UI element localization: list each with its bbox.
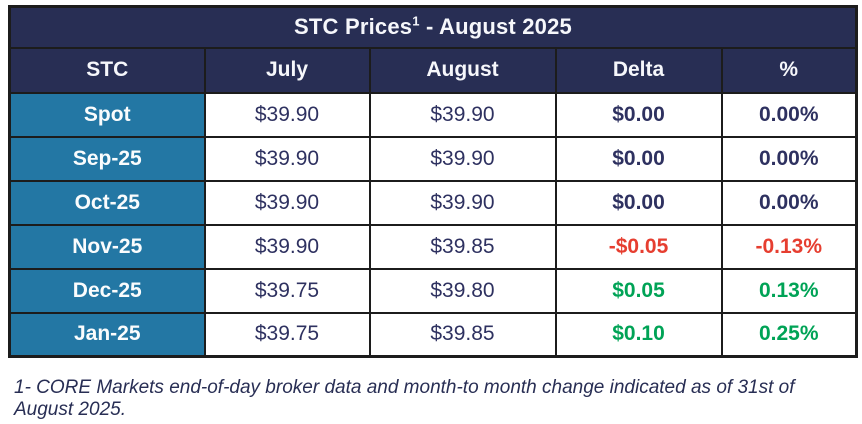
table-title-text: STC Prices [294, 14, 413, 40]
july-value-cell: $39.90 [203, 91, 371, 138]
august-value-cell: $39.85 [368, 311, 557, 358]
delta-value-cell: $0.10 [554, 311, 723, 358]
delta-value-cell: -$0.05 [554, 223, 723, 270]
table-row: Jan-25 $39.75 $39.85 $0.10 0.25% [8, 311, 858, 358]
delta-value-cell: $0.00 [554, 179, 723, 226]
percent-value-cell: -0.13% [720, 223, 858, 270]
delta-value-cell: $0.00 [554, 135, 723, 182]
month-label-cell: Spot [8, 91, 206, 138]
july-value-cell: $39.90 [203, 223, 371, 270]
delta-value-cell: $0.05 [554, 267, 723, 314]
august-value-cell: $39.90 [368, 179, 557, 226]
month-label-cell: Oct-25 [8, 179, 206, 226]
table-row: Nov-25 $39.90 $39.85 -$0.05 -0.13% [8, 223, 858, 270]
percent-value-cell: 0.25% [720, 311, 858, 358]
july-value-cell: $39.90 [203, 135, 371, 182]
table-row: Oct-25 $39.90 $39.90 $0.00 0.00% [8, 179, 858, 226]
table-row: Sep-25 $39.90 $39.90 $0.00 0.00% [8, 135, 858, 182]
month-label-cell: Dec-25 [8, 267, 206, 314]
percent-value-cell: 0.00% [720, 135, 858, 182]
table-row: Dec-25 $39.75 $39.80 $0.05 0.13% [8, 267, 858, 314]
table-title-period: - August 2025 [419, 14, 572, 40]
august-value-cell: $39.90 [368, 135, 557, 182]
footnote: 1- CORE Markets end-of-day broker data a… [14, 377, 795, 420]
table-row: Spot $39.90 $39.90 $0.00 0.00% [8, 91, 858, 138]
month-label-cell: Sep-25 [8, 135, 206, 182]
table-title: STC Prices1 - August 2025 [8, 5, 858, 49]
column-header-row: STC July August Delta % [8, 46, 858, 94]
month-label-cell: Nov-25 [8, 223, 206, 270]
delta-value-cell: $0.00 [554, 91, 723, 138]
column-header-july: July [203, 46, 371, 94]
stc-prices-table: STC Prices1 - August 2025 STC July Augus… [8, 5, 859, 358]
percent-value-cell: 0.00% [720, 179, 858, 226]
title-row: STC Prices1 - August 2025 [8, 5, 858, 49]
percent-value-cell: 0.00% [720, 91, 858, 138]
percent-value-cell: 0.13% [720, 267, 858, 314]
footnote-marker: 1 [412, 13, 420, 29]
column-header-percent: % [720, 46, 858, 94]
column-header-august: August [368, 46, 557, 94]
july-value-cell: $39.75 [203, 267, 371, 314]
month-label-cell: Jan-25 [8, 311, 206, 358]
august-value-cell: $39.80 [368, 267, 557, 314]
august-value-cell: $39.85 [368, 223, 557, 270]
column-header-delta: Delta [554, 46, 723, 94]
column-header-stc: STC [8, 46, 206, 94]
august-value-cell: $39.90 [368, 91, 557, 138]
july-value-cell: $39.75 [203, 311, 371, 358]
july-value-cell: $39.90 [203, 179, 371, 226]
